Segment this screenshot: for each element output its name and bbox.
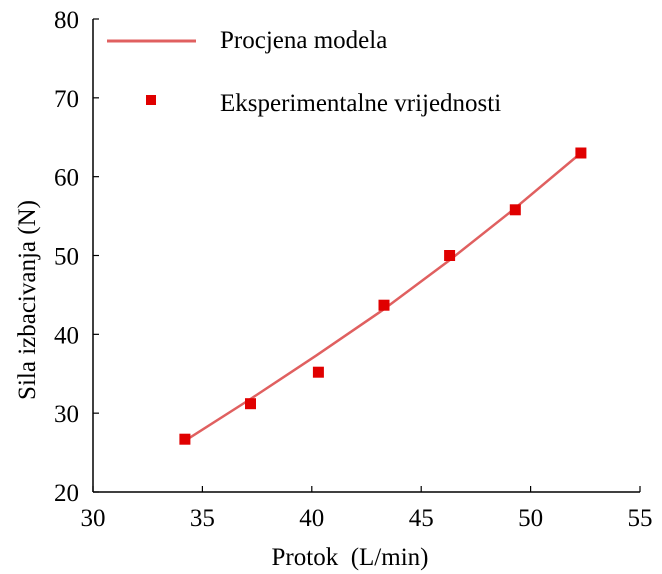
legend: Procjena modela Eksperimentalne vrijedno… xyxy=(107,27,501,117)
x-tick-label: 30 xyxy=(81,505,106,532)
legend-label-experimental: Eksperimentalne vrijednosti xyxy=(220,90,501,117)
experimental-point xyxy=(245,398,256,410)
plot-area xyxy=(179,147,587,445)
x-axis-label: Protok (L/min) xyxy=(272,544,429,571)
x-tick-label: 50 xyxy=(518,505,543,532)
y-tick-label: 60 xyxy=(54,165,79,192)
experimental-point xyxy=(179,433,191,445)
model-line xyxy=(184,152,582,442)
y-tick-label: 40 xyxy=(54,322,79,349)
y-tick-label: 80 xyxy=(54,7,79,34)
experimental-point xyxy=(509,204,521,216)
y-tick-label: 70 xyxy=(54,86,79,113)
axes xyxy=(92,18,641,493)
legend-label-model: Procjena modela xyxy=(220,27,387,54)
x-tick-label: 35 xyxy=(190,505,215,532)
experimental-point xyxy=(444,250,456,261)
legend-marker-swatch xyxy=(146,95,156,105)
experimental-point xyxy=(312,366,324,378)
y-tick-label: 20 xyxy=(54,480,79,507)
experimental-point xyxy=(575,147,587,159)
y-tick-label: 30 xyxy=(54,401,79,428)
x-tick-label: 45 xyxy=(409,505,434,532)
x-tick-label: 55 xyxy=(628,505,653,532)
x-tick-label: 40 xyxy=(299,505,324,532)
y-tick-label: 50 xyxy=(54,244,79,271)
experimental-point xyxy=(378,299,390,311)
y-axis-label: Sila izbacivanja (N) xyxy=(14,200,41,400)
